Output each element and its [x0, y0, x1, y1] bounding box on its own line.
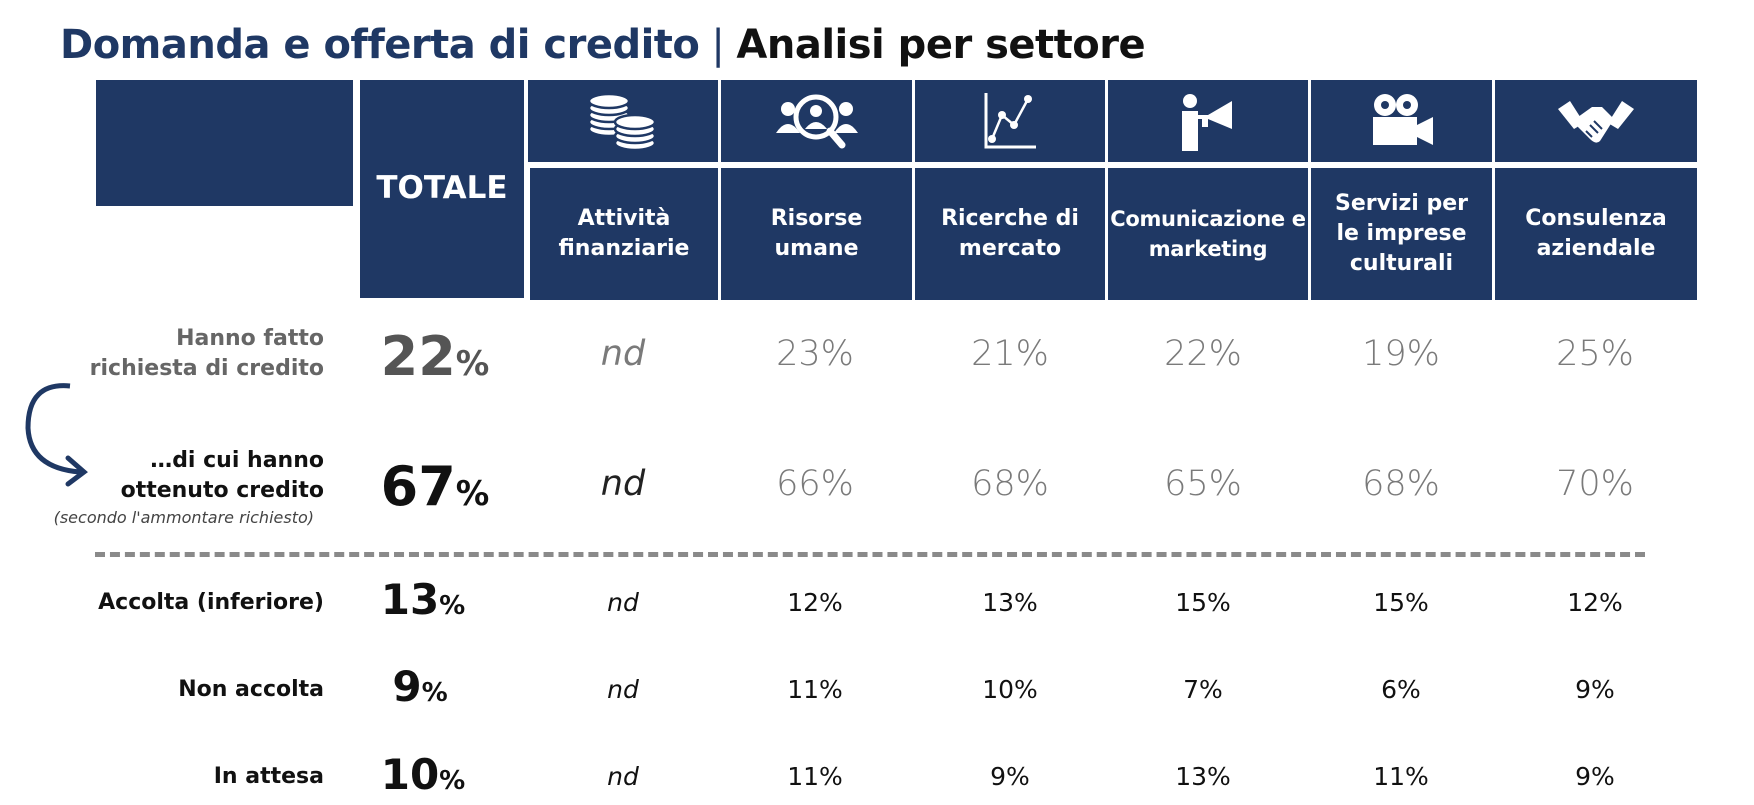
value-cell: 21% [971, 334, 1049, 374]
label-box-6 [1495, 168, 1697, 300]
dashed-divider [95, 552, 1645, 557]
value-cell: 12% [787, 588, 843, 617]
label-box-5 [1311, 168, 1492, 300]
value-cell: 68% [971, 464, 1049, 504]
total-in-attesa: 10% [380, 750, 466, 799]
total-requested: 22% [380, 325, 490, 388]
value-cell: 66% [776, 464, 854, 504]
value-cell: 9% [1575, 762, 1615, 791]
row-label-in-attesa: In attesa [213, 764, 324, 789]
page-title: Domanda e offerta di credito | Analisi per… [60, 22, 1146, 68]
totale-header [360, 80, 524, 298]
value-cell: 7% [1183, 675, 1223, 704]
title-main: Domanda e offerta di credito [60, 22, 700, 68]
value-cell: 22% [1164, 334, 1242, 374]
label-box-1 [530, 168, 718, 300]
value-cell: nd [607, 675, 639, 704]
totale-label: TOTALE [376, 170, 508, 206]
value-cell: 13% [1175, 762, 1231, 791]
row-label-note: (secondo l'ammontare richiesto) [53, 508, 314, 527]
label-box-3 [915, 168, 1105, 300]
icon-box-2 [721, 80, 912, 162]
value-cell: nd [607, 762, 639, 791]
total-non-accolta: 9% [392, 662, 448, 711]
row-label-accolta: Accolta (inferiore) [98, 590, 324, 615]
header-corner-block [96, 80, 353, 206]
value-cell: 11% [1373, 762, 1429, 791]
value-cell: nd [600, 464, 646, 504]
movie-camera-icon [1311, 80, 1492, 162]
row-label-requested: Hanno fatto richiesta di credito [89, 326, 324, 381]
value-cell: 70% [1556, 464, 1634, 504]
value-cell: 65% [1164, 464, 1242, 504]
row-label-non-accolta: Non accolta [178, 677, 324, 702]
value-cell: 9% [990, 762, 1030, 791]
value-cell: 12% [1567, 588, 1623, 617]
sector-label-5: Servizi per le imprese culturali [1334, 191, 1469, 276]
value-cell: 23% [776, 334, 854, 374]
value-cell: 10% [982, 675, 1038, 704]
row-label-obtained: …di cui hanno ottenuto credito [120, 448, 324, 503]
total-accolta: 13% [380, 575, 466, 624]
value-cell: 19% [1362, 334, 1440, 374]
sector-label-4: Comunicazione e marketing [1110, 207, 1306, 261]
handshake-icon [1495, 80, 1697, 162]
curved-arrow-icon [25, 383, 88, 487]
value-cell: 11% [787, 675, 843, 704]
sector-label-6: Consulenza aziendale [1525, 206, 1667, 261]
title-separator: | [711, 22, 725, 68]
people-search-icon [721, 80, 912, 162]
sector-label-1: Attività finanziarie [558, 206, 690, 261]
label-box-2 [721, 168, 912, 300]
sector-label-3: Ricerche di mercato [941, 206, 1079, 261]
value-cell: nd [600, 334, 646, 374]
coins-icon [528, 80, 718, 162]
sector-label-2: Risorse umane [770, 206, 863, 261]
value-cell: 11% [787, 762, 843, 791]
value-cell: 15% [1373, 588, 1429, 617]
value-cell: 9% [1575, 675, 1615, 704]
title-sub: Analisi per settore [736, 22, 1146, 68]
value-cell: 6% [1381, 675, 1421, 704]
value-cell: 68% [1362, 464, 1440, 504]
label-box-4 [1108, 168, 1308, 300]
line-chart-icon [915, 80, 1105, 162]
value-cell: nd [607, 588, 639, 617]
megaphone-icon [1108, 80, 1308, 162]
value-cell: 15% [1175, 588, 1231, 617]
value-cell: 13% [982, 588, 1038, 617]
total-obtained: 67% [380, 455, 490, 518]
value-cell: 25% [1556, 334, 1634, 374]
